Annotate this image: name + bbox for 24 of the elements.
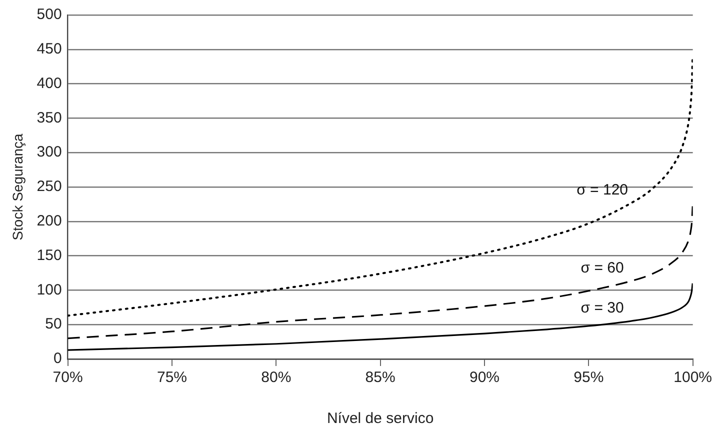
x-tick-label: 90% [469, 369, 500, 386]
x-tick-label: 95% [574, 369, 604, 386]
y-tick-label: 400 [36, 74, 62, 92]
x-tick-label: 100% [674, 369, 712, 386]
y-tick-label: 200 [36, 212, 62, 230]
line-series [68, 282, 693, 351]
x-tick-label: 70% [52, 369, 83, 386]
y-tick-label: 300 [36, 144, 62, 161]
x-tick-label: 80% [261, 369, 292, 386]
y-tick-label: 100 [36, 281, 62, 298]
y-tick-label: 50 [45, 316, 62, 333]
line-series [68, 205, 693, 340]
x-tick-label: 85% [365, 369, 396, 386]
y-tick-label: 500 [36, 6, 62, 24]
x-tick-label: 75% [156, 369, 188, 386]
y-tick-label: 450 [36, 40, 62, 58]
y-axis-title: Stock Segurança [9, 133, 26, 240]
y-tick-label: 350 [36, 109, 62, 126]
series-label: σ = 60 [580, 259, 624, 276]
series-label: σ = 30 [580, 299, 624, 316]
y-tick-label: 150 [36, 246, 62, 264]
y-tick-label: 0 [53, 350, 62, 368]
y-tick-label: 250 [36, 178, 62, 196]
x-axis-title: Nível de servico [326, 410, 434, 428]
